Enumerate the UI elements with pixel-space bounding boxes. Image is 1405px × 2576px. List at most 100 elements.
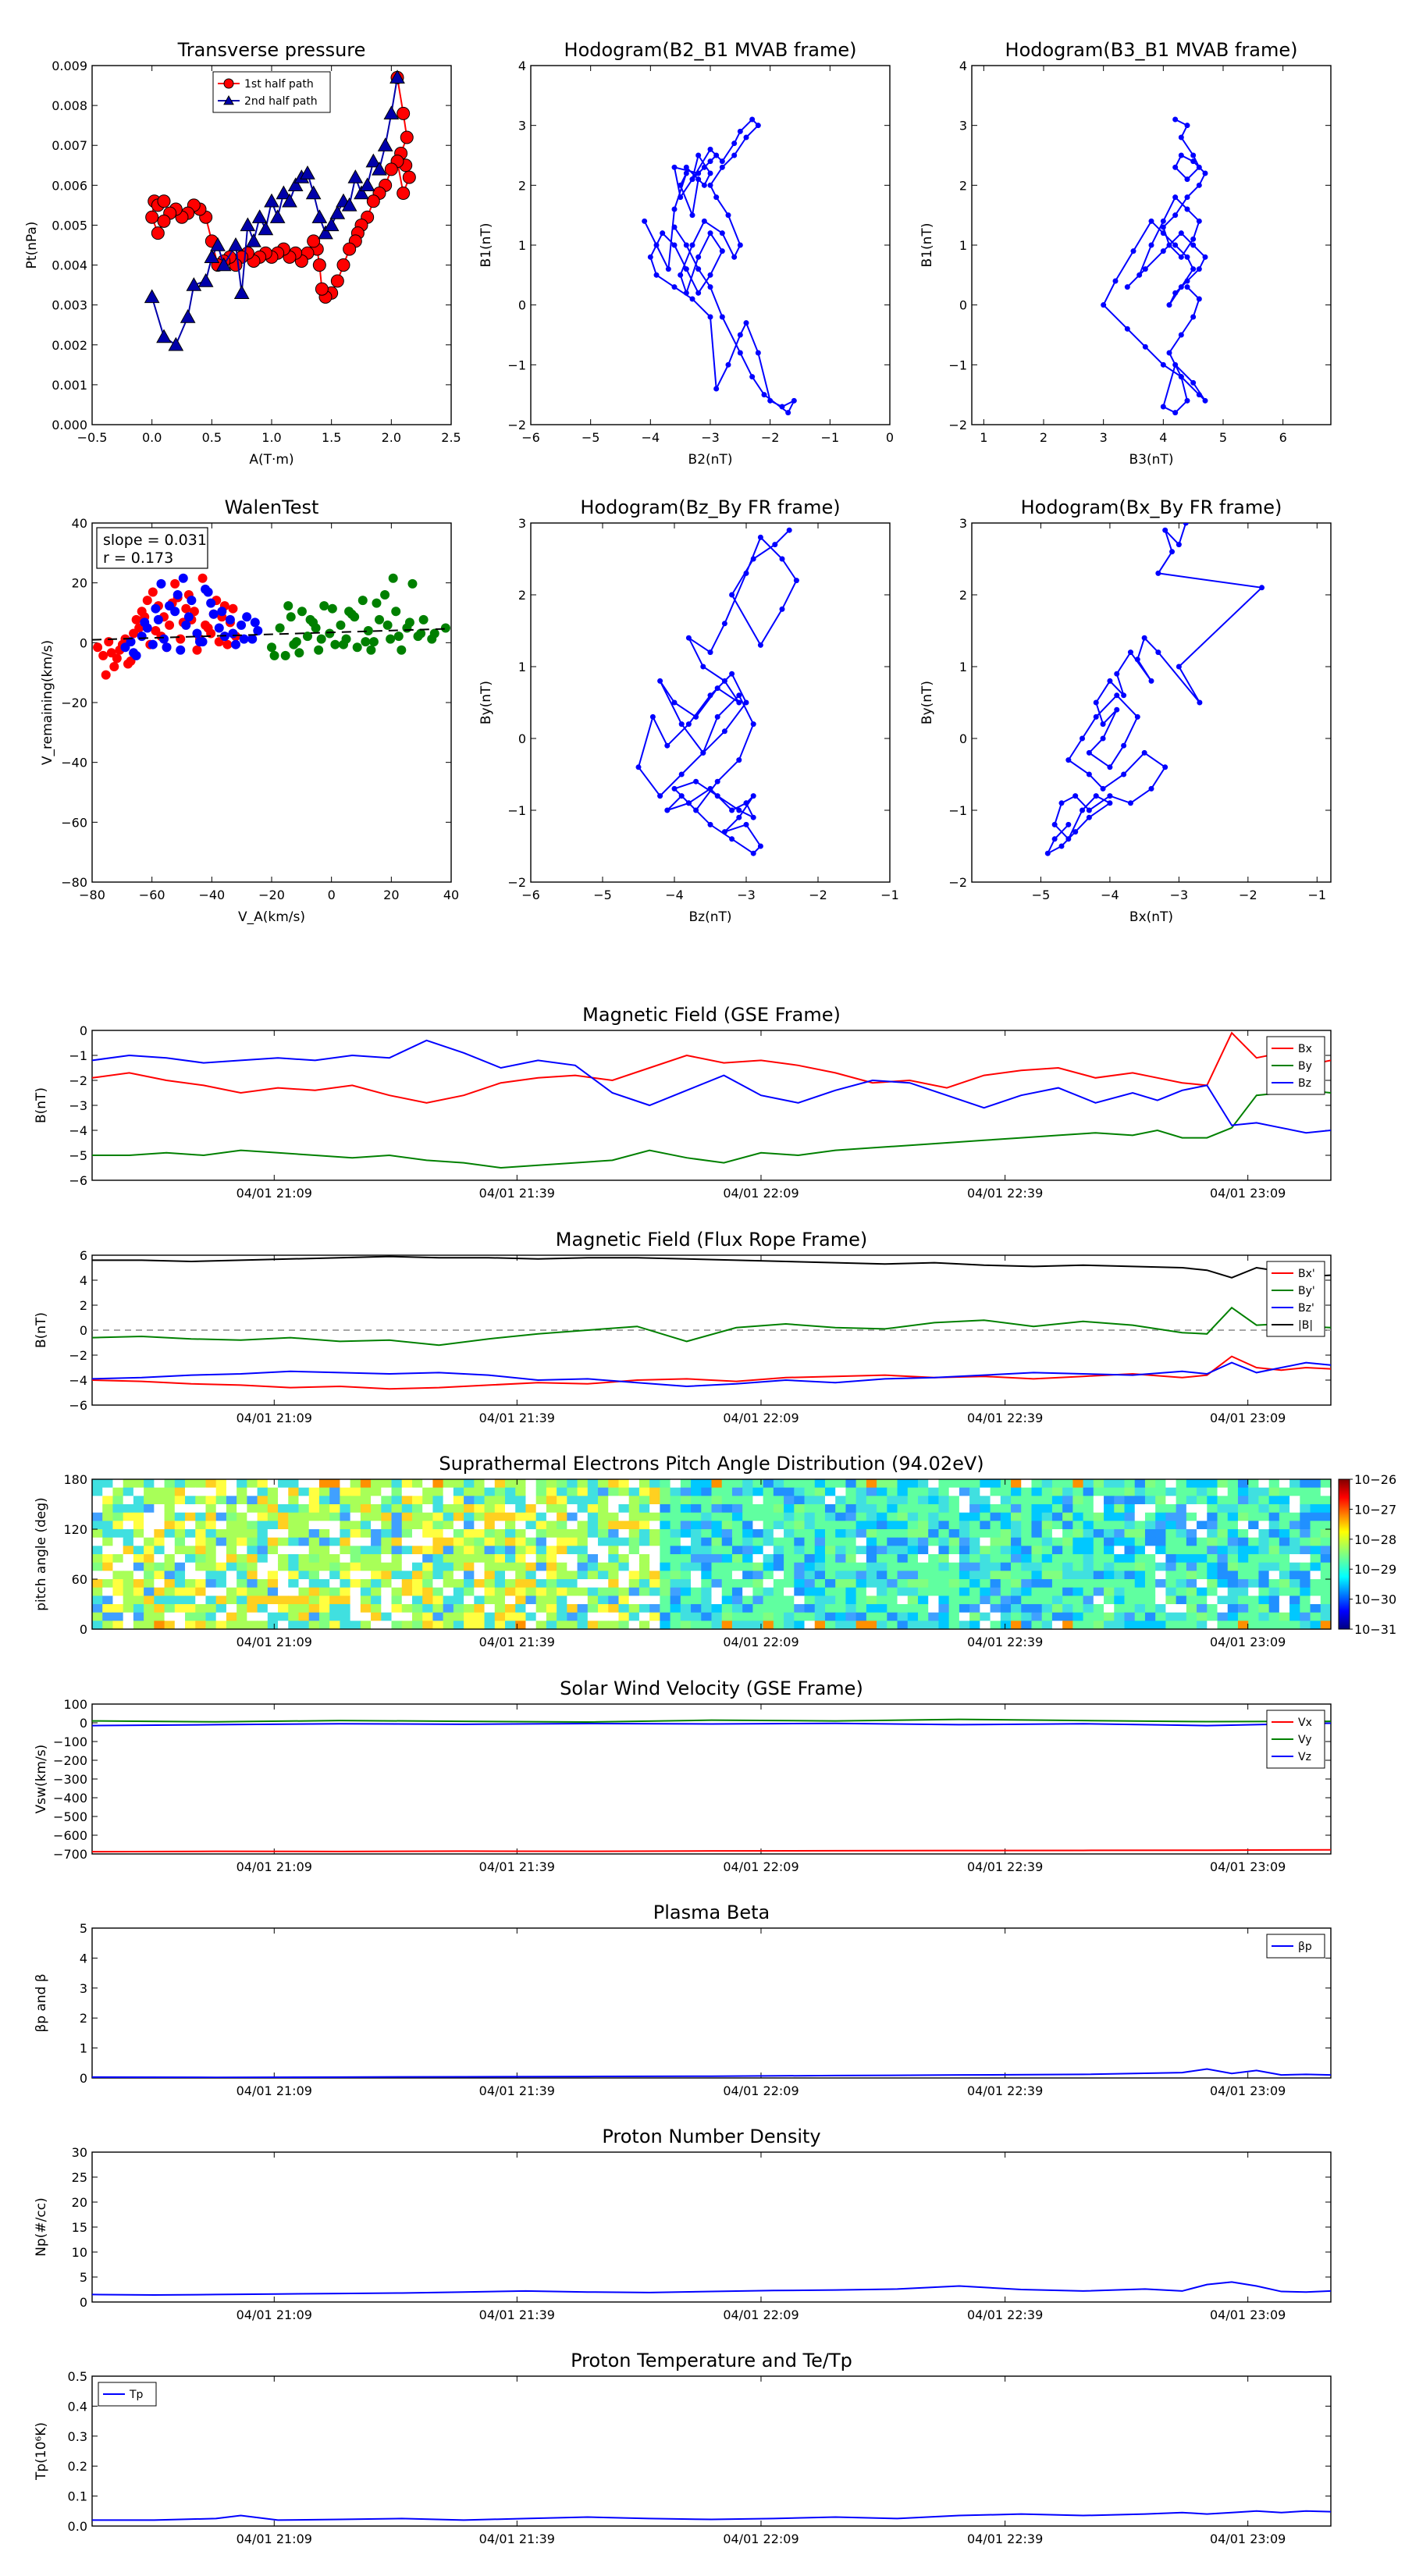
- heatmap-cell: [557, 1479, 567, 1489]
- data-point: [707, 314, 713, 320]
- heatmap-cell: [267, 1612, 279, 1621]
- heatmap-cell: [1083, 1546, 1094, 1555]
- heatmap-cell: [371, 1546, 382, 1555]
- heatmap-cell: [226, 1571, 237, 1580]
- heatmap-cell: [598, 1579, 609, 1589]
- heatmap-cell: [1310, 1504, 1321, 1514]
- heatmap-cell: [350, 1512, 361, 1521]
- data-point: [1101, 302, 1107, 308]
- heatmap-cell: [1227, 1487, 1239, 1496]
- heatmap-cell: [855, 1579, 867, 1589]
- heatmap-cell: [711, 1546, 723, 1555]
- heatmap-cell: [855, 1621, 867, 1629]
- plot-frame: [91, 2151, 1332, 2303]
- heatmap-cell: [897, 1604, 909, 1614]
- x-tick-label: 04/01 21:39: [479, 2083, 555, 2098]
- scatter-point: [228, 628, 238, 639]
- heatmap-cell: [288, 1587, 300, 1596]
- heatmap-cell: [112, 1521, 124, 1530]
- heatmap-cell: [215, 1529, 227, 1539]
- x-tick-label: 04/01 23:09: [1210, 2307, 1286, 2322]
- heatmap-cell: [824, 1554, 836, 1564]
- x-axis-label: Bx(nT): [1129, 909, 1173, 925]
- heatmap-cell: [691, 1529, 702, 1539]
- heatmap-cell: [773, 1504, 784, 1514]
- heatmap-cell: [308, 1521, 320, 1530]
- heatmap-cell: [1300, 1562, 1311, 1571]
- heatmap-cell: [1310, 1562, 1321, 1571]
- heatmap-cell: [1310, 1587, 1321, 1596]
- heatmap-cell: [959, 1546, 970, 1555]
- heatmap-cell: [1207, 1571, 1218, 1580]
- heatmap-cell: [1176, 1604, 1187, 1614]
- scatter-point: [397, 645, 407, 655]
- heatmap-cell: [773, 1546, 784, 1555]
- heatmap-cell: [969, 1496, 980, 1505]
- heatmap-cell: [205, 1504, 217, 1514]
- heatmap-cell: [1237, 1579, 1249, 1589]
- heatmap-cell: [360, 1521, 372, 1530]
- data-point: [707, 146, 713, 152]
- heatmap-cell: [1186, 1596, 1197, 1605]
- heatmap-cell: [752, 1529, 764, 1539]
- heatmap-cell: [164, 1496, 176, 1505]
- heatmap-cell: [877, 1479, 887, 1489]
- heatmap-cell: [453, 1571, 464, 1580]
- scatter-point: [140, 617, 150, 628]
- scatter-point: [375, 614, 384, 624]
- scatter-point: [156, 578, 166, 589]
- heatmap-cell: [195, 1554, 207, 1564]
- heatmap-cell: [350, 1579, 361, 1589]
- heatmap-cell: [773, 1554, 784, 1564]
- heatmap-cell: [1134, 1504, 1146, 1514]
- heatmap-cell: [845, 1504, 857, 1514]
- heatmap-cell: [371, 1596, 382, 1605]
- y-tick-label: 0.2: [68, 2459, 87, 2474]
- data-point: [1086, 814, 1092, 820]
- heatmap-cell: [505, 1604, 516, 1614]
- heatmap-cell: [804, 1521, 816, 1530]
- heatmap-cell: [948, 1604, 960, 1614]
- heatmap-cell: [680, 1587, 692, 1596]
- heatmap-cell: [474, 1562, 486, 1571]
- heatmap-cell: [804, 1621, 816, 1629]
- heatmap-cell: [267, 1579, 279, 1589]
- heatmap-cell: [484, 1596, 496, 1605]
- heatmap-cell: [308, 1512, 320, 1521]
- data-point: [1178, 230, 1184, 237]
- heatmap-cell: [980, 1596, 991, 1605]
- heatmap-cell: [773, 1579, 784, 1589]
- heatmap-cell: [742, 1521, 753, 1530]
- heatmap-cell: [278, 1529, 289, 1539]
- series-line: [1102, 119, 1207, 414]
- annotation-text: r = 0.173: [103, 550, 173, 567]
- data-point: [151, 226, 165, 240]
- heatmap-cell: [980, 1496, 991, 1505]
- heatmap-cell: [453, 1554, 464, 1564]
- heatmap-cell: [308, 1562, 320, 1571]
- heatmap-cell: [1072, 1529, 1084, 1539]
- heatmap-cell: [144, 1554, 155, 1564]
- data-point: [729, 807, 735, 813]
- heatmap-cell: [1197, 1504, 1208, 1514]
- data-point: [695, 266, 702, 272]
- y-tick-label: −700: [53, 1847, 87, 1862]
- heatmap-cell: [1062, 1521, 1073, 1530]
- heatmap-cell: [453, 1537, 464, 1546]
- heatmap-cell: [1227, 1479, 1239, 1489]
- heatmap-cell: [638, 1487, 650, 1496]
- heatmap-cell: [1000, 1604, 1012, 1614]
- heatmap-cell: [112, 1579, 124, 1589]
- heatmap-cell: [1144, 1587, 1156, 1596]
- heatmap-cell: [618, 1604, 630, 1614]
- heatmap-cell: [773, 1604, 784, 1614]
- heatmap-cell: [401, 1612, 413, 1621]
- heatmap-cell: [133, 1596, 144, 1605]
- chart-title: Hodogram(Bz_By FR frame): [580, 496, 840, 518]
- heatmap-cell: [298, 1529, 310, 1539]
- heatmap-cell: [691, 1579, 702, 1589]
- x-tick-label: 04/01 21:09: [237, 2083, 312, 2098]
- data-point: [197, 272, 214, 287]
- heatmap-cell: [1000, 1571, 1012, 1580]
- scatter-point: [217, 607, 227, 617]
